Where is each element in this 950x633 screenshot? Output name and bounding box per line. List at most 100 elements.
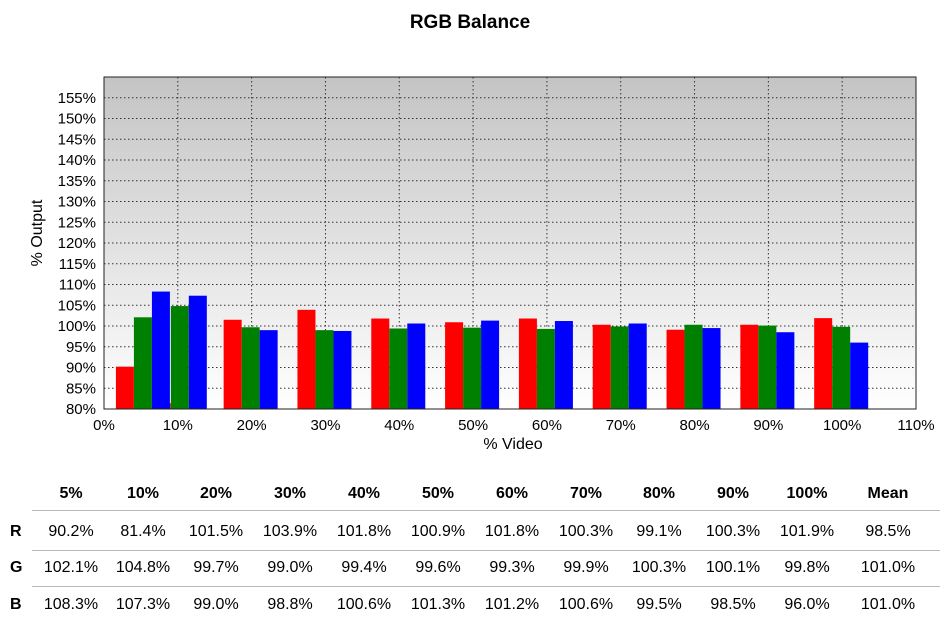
bar-g-100pct [832, 326, 851, 409]
chart-title: RGB Balance [409, 12, 531, 33]
x-tick-label: 60% [532, 417, 562, 434]
table-row-label: G [10, 559, 23, 576]
table-cell: 100.3% [558, 523, 614, 540]
y-tick-label: 100% [58, 318, 96, 335]
bar-r-20pct [223, 319, 242, 409]
y-tick-label: 80% [66, 401, 96, 418]
table-cell: 101.2% [484, 596, 540, 613]
bar-r-40pct [371, 318, 390, 409]
y-tick-labels: 80% 85% 90% 95% 100% 105% 110% 115% 120% 125% 130%… [58, 90, 96, 418]
table-cell: 108.3% [43, 596, 99, 613]
y-tick-label: 150% [58, 111, 96, 128]
bar-r-5pct [115, 366, 134, 409]
bar-g-5pct [133, 317, 152, 409]
table-cell: 100.6% [336, 596, 392, 613]
x-tick-labels: 0% 10% 20% 30% 40% 50% 60% 70% 80% 90% 100% 110% [93, 417, 934, 434]
bar-b-40pct [407, 323, 426, 409]
table-divider [32, 550, 940, 551]
table-header-cell: 30% [273, 485, 307, 502]
bar-r-90pct [740, 324, 759, 409]
table-cell: 99.0% [193, 596, 239, 613]
x-tick-label: 110% [897, 417, 934, 434]
table-header-cell: 70% [569, 485, 603, 502]
table-cell: 100.6% [558, 596, 614, 613]
x-tick-label: 10% [163, 417, 193, 434]
bar-g-70pct [610, 326, 629, 409]
y-tick-label: 145% [58, 131, 96, 148]
table-cell: 101.5% [188, 523, 244, 540]
y-tick-label: 155% [58, 90, 96, 107]
table-cell: 103.9% [262, 523, 318, 540]
table-divider [32, 586, 940, 587]
y-tick-label: 135% [58, 173, 96, 190]
table-cell: 96.0% [784, 596, 830, 613]
bars [115, 291, 869, 409]
bar-g-10pct [170, 306, 189, 409]
bar-r-80pct [666, 329, 685, 409]
y-axis-label: % Output [29, 199, 46, 266]
table-cell: 102.1% [43, 559, 99, 576]
table-cell: 99.8% [784, 559, 830, 576]
table-row: R 90.2% 81.4% 101.5% 103.9% 101.8% 100.9% 101.8… [0, 520, 950, 544]
table-cell: 99.6% [415, 559, 461, 576]
table-header-cell: 40% [347, 485, 381, 502]
x-tick-label: 70% [606, 417, 636, 434]
table-header-cell: Mean [867, 485, 909, 502]
table-cell: 100.9% [410, 523, 466, 540]
x-tick-label: 0% [93, 417, 115, 434]
y-tick-label: 120% [58, 235, 96, 252]
table-divider [32, 510, 940, 511]
bar-g-30pct [315, 330, 334, 409]
bar-g-20pct [241, 327, 260, 409]
table-row: B 108.3% 107.3% 99.0% 98.8% 100.6% 101.3% 101.2… [0, 593, 950, 617]
y-tick-label: 140% [58, 152, 96, 169]
table-cell: 98.5% [710, 596, 756, 613]
bar-b-70pct [628, 323, 647, 409]
table-header-cell: 90% [716, 485, 750, 502]
table-cell: 101.9% [779, 523, 835, 540]
x-tick-label: 100% [823, 417, 861, 434]
table-header-cell: 5% [59, 485, 83, 502]
x-tick-label: 50% [458, 417, 488, 434]
table-row-label: B [10, 596, 22, 613]
table-cell: 98.8% [267, 596, 313, 613]
y-tick-label: 115% [59, 256, 96, 273]
bar-b-10pct [188, 295, 207, 409]
x-tick-label: 30% [310, 417, 340, 434]
bar-g-50pct [463, 327, 482, 409]
bar-r-100pct [814, 318, 833, 409]
y-tick-label: 130% [58, 194, 96, 211]
y-tick-label: 105% [58, 297, 96, 314]
table-cell: 90.2% [48, 523, 94, 540]
table-header-cell: 60% [495, 485, 529, 502]
bar-g-90pct [758, 325, 777, 409]
y-tick-label: 95% [66, 339, 96, 356]
table-header-cell: 100% [786, 485, 828, 502]
x-tick-label: 40% [384, 417, 414, 434]
bar-b-100pct [850, 342, 869, 409]
table-cell: 101.8% [484, 523, 540, 540]
bar-b-20pct [259, 330, 278, 409]
table-cell: 100.3% [631, 559, 687, 576]
x-axis-label: % Video [483, 436, 542, 453]
bar-b-5pct [151, 291, 170, 409]
y-tick-label: 85% [66, 380, 96, 397]
table-cell: 99.3% [489, 559, 535, 576]
bar-g-80pct [684, 324, 703, 409]
bar-g-60pct [536, 328, 555, 409]
x-tick-label: 20% [237, 417, 267, 434]
bar-b-30pct [333, 330, 352, 409]
bar-r-70pct [592, 324, 611, 409]
bar-r-50pct [445, 322, 464, 409]
table-cell: 99.9% [563, 559, 609, 576]
table-header-cell: 50% [421, 485, 455, 502]
table-cell: 101.0% [860, 559, 916, 576]
table-header-cell: 10% [126, 485, 160, 502]
bar-r-60pct [518, 318, 537, 409]
table-row: G 102.1% 104.8% 99.7% 99.0% 99.4% 99.6% 99.3% 99… [0, 556, 950, 580]
bar-r-30pct [297, 309, 316, 409]
table-cell: 100.3% [705, 523, 761, 540]
table-cell: 101.3% [410, 596, 466, 613]
table-cell: 99.5% [636, 596, 682, 613]
table-cell: 101.0% [860, 596, 916, 613]
